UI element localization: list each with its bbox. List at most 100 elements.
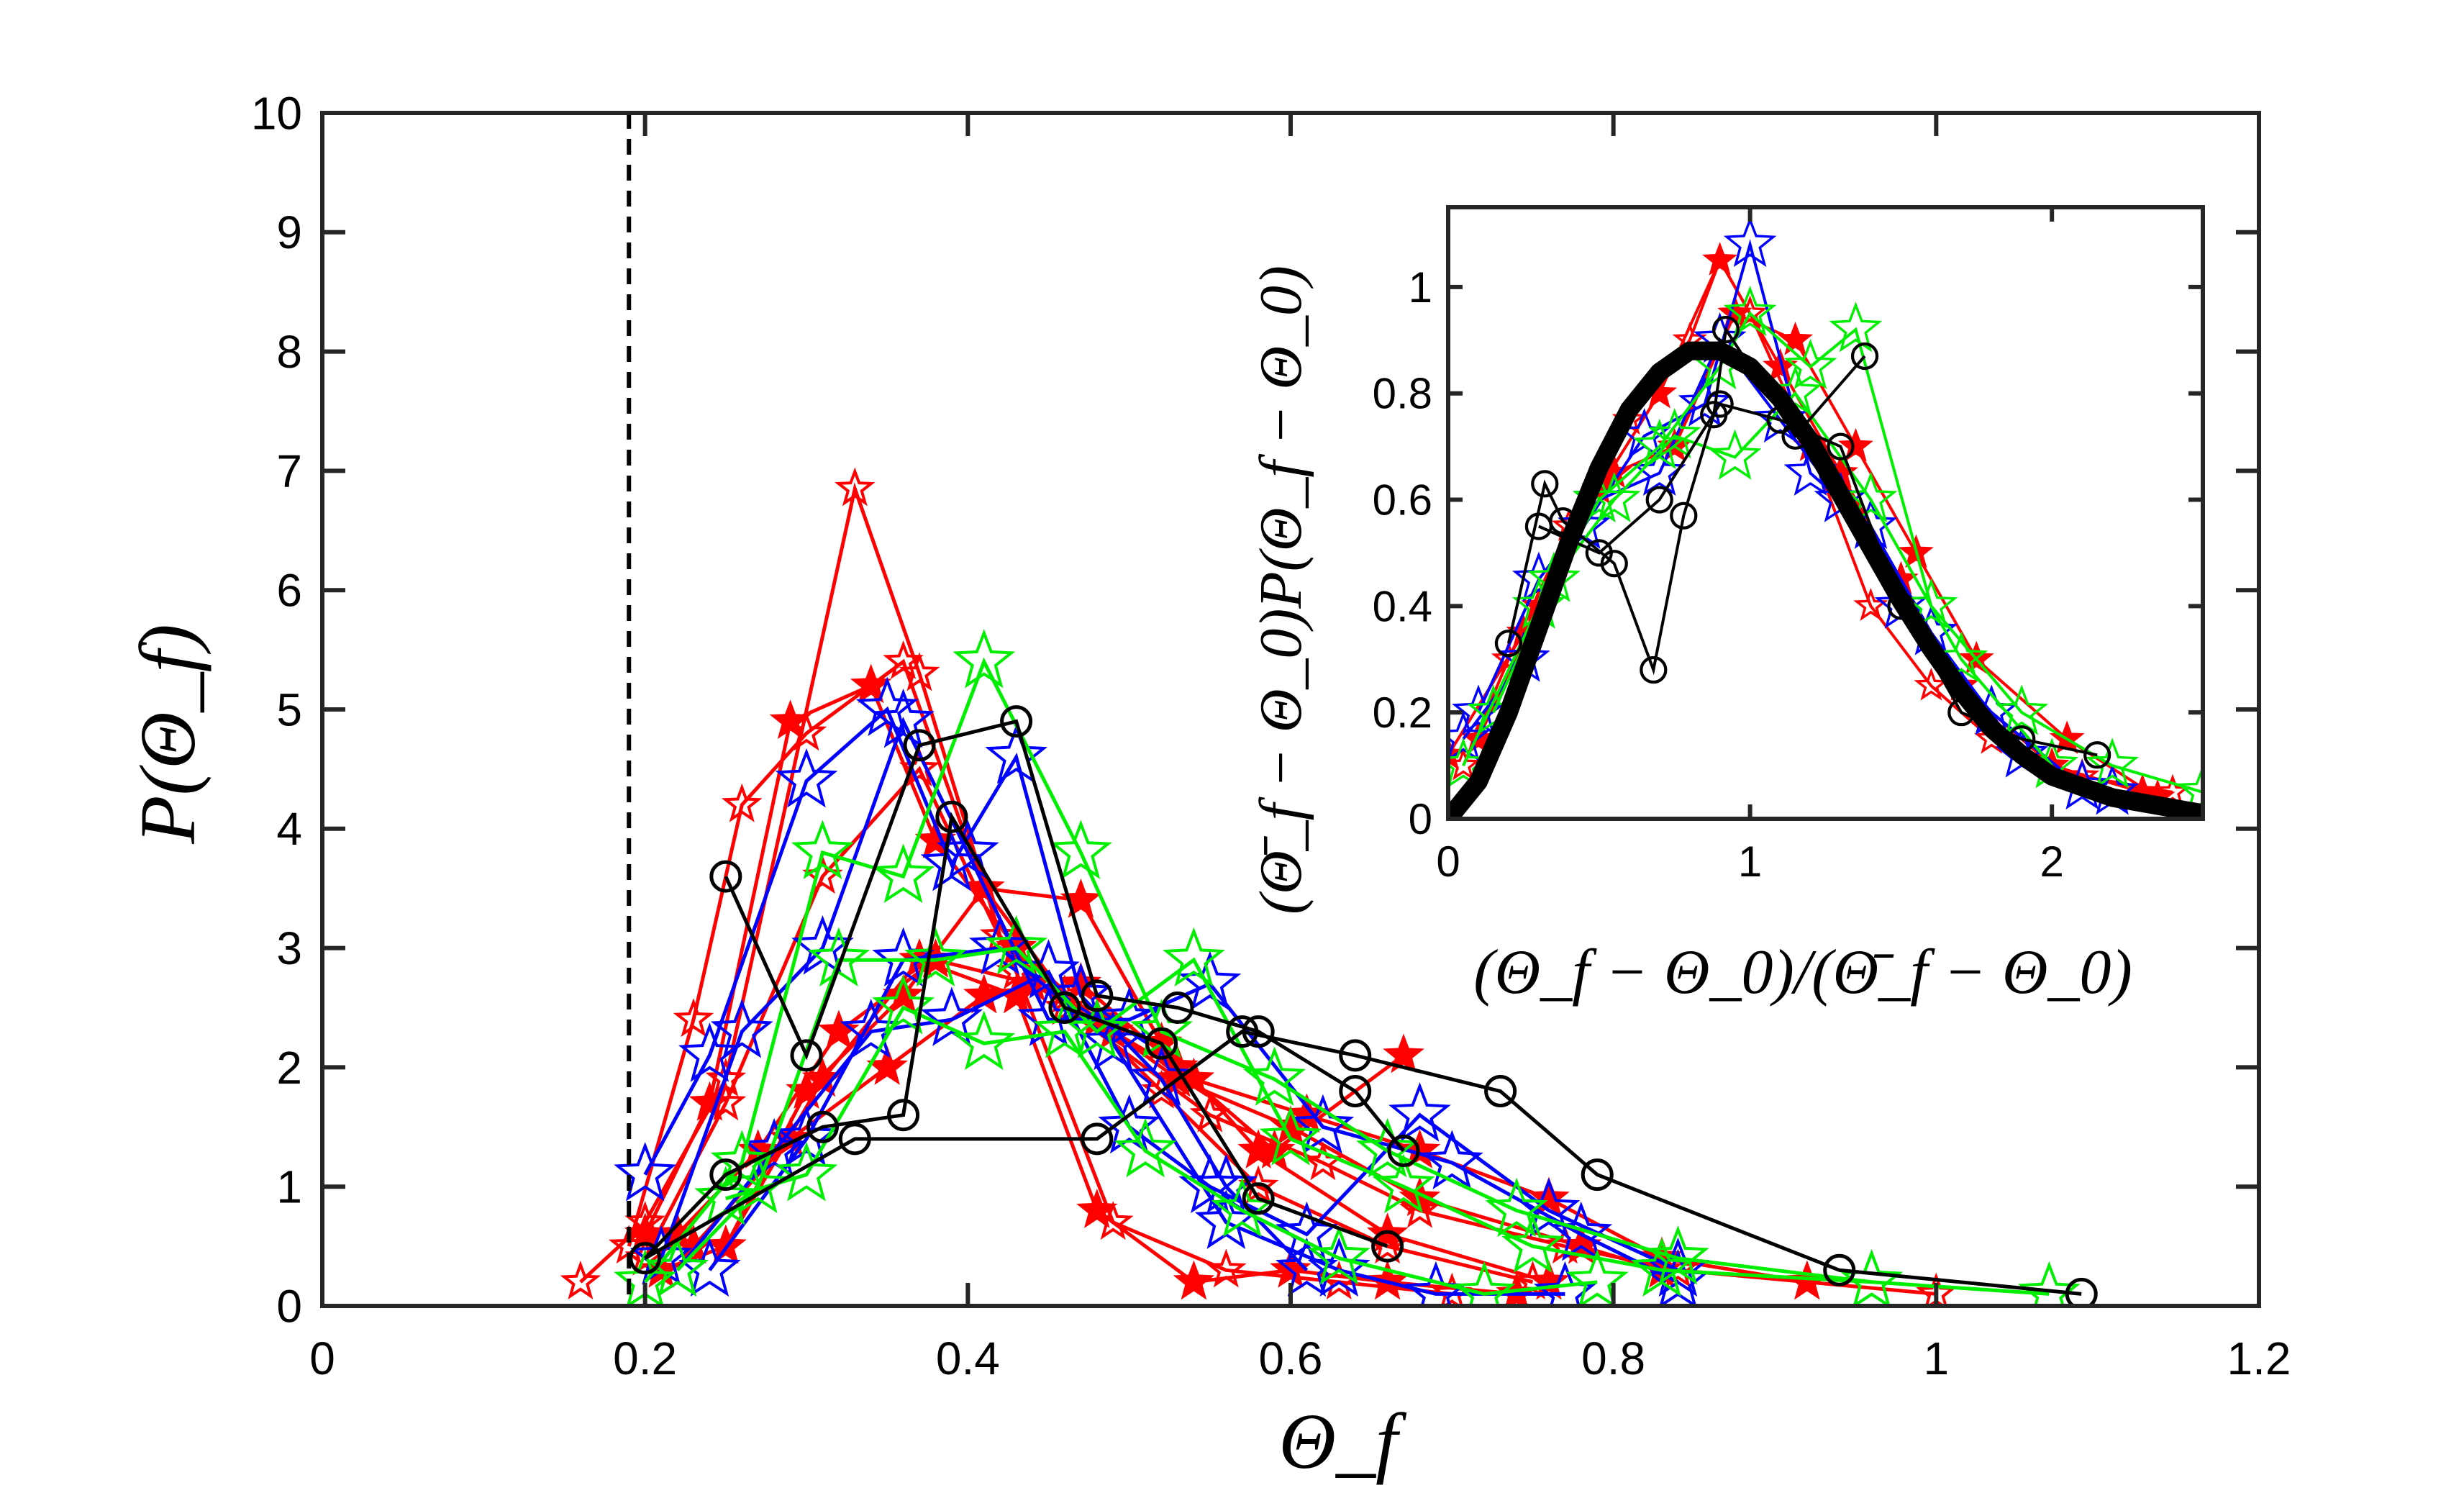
inset-data-point bbox=[1640, 655, 1668, 684]
inset-xtick-label: 1 bbox=[1738, 838, 1762, 886]
main-series-line bbox=[643, 706, 1309, 1272]
inset-data-point bbox=[1706, 390, 1734, 418]
inset-data-point bbox=[1585, 539, 1613, 567]
main-data-point bbox=[1399, 1189, 1440, 1228]
main-ytick-label: 6 bbox=[276, 565, 302, 617]
main-data-point bbox=[1163, 927, 1225, 987]
inset-data-point bbox=[1723, 286, 1777, 337]
inset-data-point bbox=[2176, 764, 2203, 815]
inset-data-point bbox=[1995, 684, 2049, 735]
main-data-point bbox=[1242, 1182, 1275, 1215]
main-ytick-label: 1 bbox=[276, 1161, 302, 1213]
inset-ytick-label: 1 bbox=[1409, 263, 1432, 312]
main-data-point bbox=[1565, 1249, 1629, 1306]
inset-background bbox=[1448, 207, 2203, 819]
main-data-point bbox=[904, 927, 967, 987]
main-data-point bbox=[1388, 1082, 1451, 1142]
main-data-point bbox=[838, 1122, 871, 1156]
main-series-line bbox=[644, 1030, 2082, 1296]
inset-data-point bbox=[1647, 408, 1701, 459]
main-ytick-label: 7 bbox=[276, 445, 302, 497]
inset-data-point bbox=[1850, 342, 1879, 371]
main-series-line bbox=[676, 945, 1872, 1284]
main-series-green-star-2 bbox=[646, 915, 1903, 1306]
main-data-point bbox=[840, 999, 903, 1058]
main-data-point bbox=[769, 699, 812, 740]
inset-ylabel-text: (Θ̄_f − Θ_0)P(Θ_f − Θ_0) bbox=[1247, 266, 1314, 915]
main-data-point bbox=[1372, 1153, 1435, 1214]
main-xlabel-text: Θ_f bbox=[1279, 1397, 1407, 1485]
main-data-point bbox=[614, 1141, 677, 1202]
main-xtick-label: 0.2 bbox=[613, 1333, 677, 1384]
main-data-point bbox=[802, 855, 843, 894]
inset-data-point bbox=[2086, 738, 2140, 789]
main-data-point bbox=[995, 974, 1037, 1014]
inset-data-point bbox=[1914, 667, 1949, 701]
main-xtick-label: 0.4 bbox=[936, 1333, 1000, 1384]
main-ylabel: P(Θ_f) bbox=[124, 624, 212, 844]
main-data-point bbox=[1033, 999, 1096, 1058]
main-data-point bbox=[887, 1099, 920, 1132]
main-data-point bbox=[1484, 1075, 1517, 1108]
main-data-point bbox=[920, 986, 983, 1046]
main-data-point bbox=[1098, 1094, 1161, 1154]
main-data-point bbox=[872, 688, 935, 748]
main-data-point bbox=[1356, 1117, 1419, 1178]
inset-series-layer bbox=[1448, 216, 2203, 819]
main-data-point bbox=[673, 998, 714, 1038]
main-data-point bbox=[1371, 1230, 1404, 1263]
main-data-point bbox=[1291, 1094, 1355, 1154]
main-data-point bbox=[1081, 979, 1114, 1012]
inset-ytick-label: 0.2 bbox=[1373, 689, 1432, 737]
main-data-point bbox=[1173, 1260, 1215, 1300]
main-data-point bbox=[953, 629, 1016, 689]
main-data-point bbox=[775, 1106, 838, 1166]
main-series-line bbox=[708, 945, 1565, 1296]
main-ytick-label: 0 bbox=[276, 1280, 302, 1332]
main-data-point bbox=[872, 843, 935, 904]
inset-fit-curve bbox=[1448, 341, 2203, 819]
main-xtick-label: 0 bbox=[309, 1333, 335, 1384]
main-data-point bbox=[806, 1110, 839, 1143]
main-data-point bbox=[1000, 705, 1033, 738]
main-data-point bbox=[835, 467, 876, 507]
inset-ytick-label: 0.6 bbox=[1373, 476, 1432, 525]
main-data-point bbox=[1081, 1122, 1114, 1156]
inset-data-point bbox=[1670, 502, 1698, 530]
inset-data-point bbox=[1524, 512, 1553, 540]
main-data-point bbox=[1453, 1261, 1516, 1306]
inset-data-point bbox=[1837, 427, 1873, 462]
main-data-point bbox=[1399, 1129, 1441, 1168]
main-data-point bbox=[791, 820, 854, 879]
main-data-point bbox=[1383, 1033, 1424, 1074]
inset-ylabel: (Θ̄_f − Θ_0)P(Θ_f − Θ_0) bbox=[1247, 266, 1314, 915]
main-xlabel: Θ_f bbox=[1279, 1397, 1407, 1485]
main-data-point bbox=[1145, 1027, 1178, 1060]
main-data-point bbox=[807, 927, 870, 987]
main-data-point bbox=[727, 1153, 790, 1214]
main-series-black-circle-3 bbox=[629, 1015, 2098, 1306]
main-data-point bbox=[710, 999, 773, 1058]
inset-data-point bbox=[1723, 216, 1777, 268]
inset-data-point bbox=[1829, 301, 1883, 353]
main-data-point bbox=[899, 748, 940, 786]
inset-ytick-label: 0.4 bbox=[1373, 582, 1432, 630]
main-data-point bbox=[985, 915, 1048, 975]
main-data-point bbox=[903, 729, 936, 762]
main-series-line bbox=[643, 811, 1388, 1260]
main-data-point bbox=[1339, 1039, 1372, 1072]
main-ytick-label: 9 bbox=[276, 207, 302, 258]
inset-data-point bbox=[1904, 578, 1958, 629]
main-data-point bbox=[560, 1261, 601, 1299]
main-data-point bbox=[709, 1158, 742, 1192]
main-series-layer bbox=[560, 113, 2098, 1306]
main-data-point bbox=[1270, 1248, 1311, 1288]
main-data-point bbox=[883, 640, 924, 679]
inset-data-point bbox=[1494, 629, 1523, 658]
main-xtick-label: 1.2 bbox=[2227, 1333, 2291, 1384]
inset-ytick-label: 0 bbox=[1409, 795, 1432, 843]
inset-xlabel-text: (Θ_f − Θ_0)/(Θ̄_f − Θ_0) bbox=[1473, 938, 2132, 1007]
inset-data-point bbox=[1711, 315, 1740, 344]
main-data-point bbox=[1048, 991, 1081, 1024]
